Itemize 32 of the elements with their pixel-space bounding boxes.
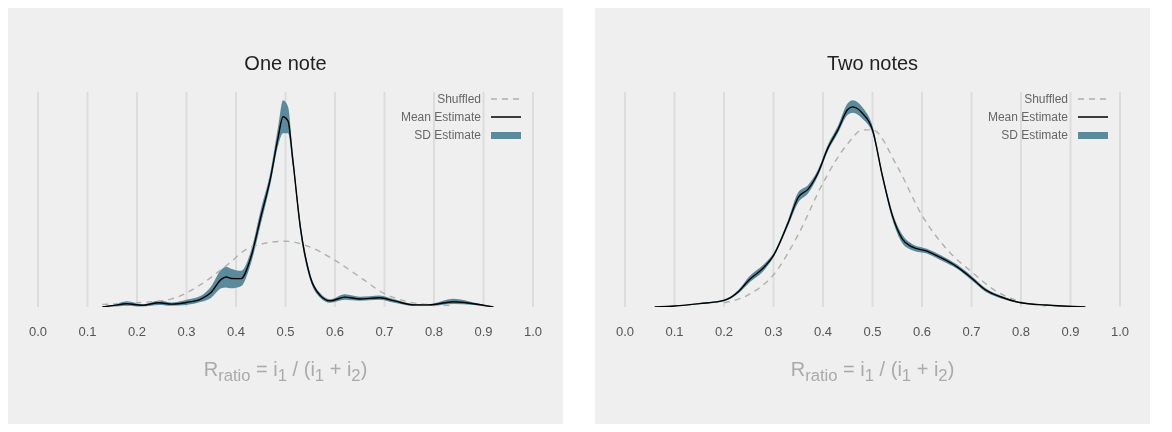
x-tick-label: 0.0 xyxy=(28,324,48,340)
x-tick-label: 0.4 xyxy=(813,324,833,340)
x-tick-label: 0.8 xyxy=(1011,324,1031,340)
x-tick-label: 0.1 xyxy=(665,324,684,340)
x-tick-label: 0.7 xyxy=(962,324,981,340)
legend-label: SD Estimate xyxy=(1001,128,1068,142)
x-tick-label: 0.9 xyxy=(1061,324,1080,340)
x-tick-label: 0.2 xyxy=(127,324,147,340)
x-tick-label: 0.6 xyxy=(912,324,932,340)
legend-label: Shuffled xyxy=(437,92,481,106)
x-tick-label: 0.5 xyxy=(863,324,882,340)
x-tick-label: 0.3 xyxy=(764,324,783,340)
x-tick-label: 1.0 xyxy=(1110,324,1130,340)
x-tick-label: 0.0 xyxy=(615,324,635,340)
x-tick-label: 0.9 xyxy=(474,324,493,340)
x-tick-label: 0.1 xyxy=(78,324,97,340)
chart-title: Two notes xyxy=(825,51,920,76)
x-tick-label: 0.5 xyxy=(276,324,295,340)
text: R$_{ratio}$ = i$_{1}$ / (i$_{1}$ + i$_{2}$) xyxy=(203,358,368,385)
x-tick-label: 0.4 xyxy=(226,324,246,340)
legend-label: SD Estimate xyxy=(414,128,481,142)
legend-label: Mean Estimate xyxy=(987,110,1068,124)
x-tick-label: 1.0 xyxy=(523,324,543,340)
x-tick-label: 0.8 xyxy=(424,324,444,340)
legend-label: Shuffled xyxy=(1024,92,1068,106)
text: R$_{ratio}$ = i$_{1}$ / (i$_{1}$ + i$_{2}$) xyxy=(790,358,955,385)
x-tick-label: 0.7 xyxy=(375,324,394,340)
x-tick-label: 0.2 xyxy=(714,324,734,340)
legend-label: Mean Estimate xyxy=(400,110,481,124)
chart-title: One note xyxy=(243,51,328,76)
x-tick-label: 0.3 xyxy=(177,324,196,340)
x-tick-label: 0.6 xyxy=(325,324,345,340)
